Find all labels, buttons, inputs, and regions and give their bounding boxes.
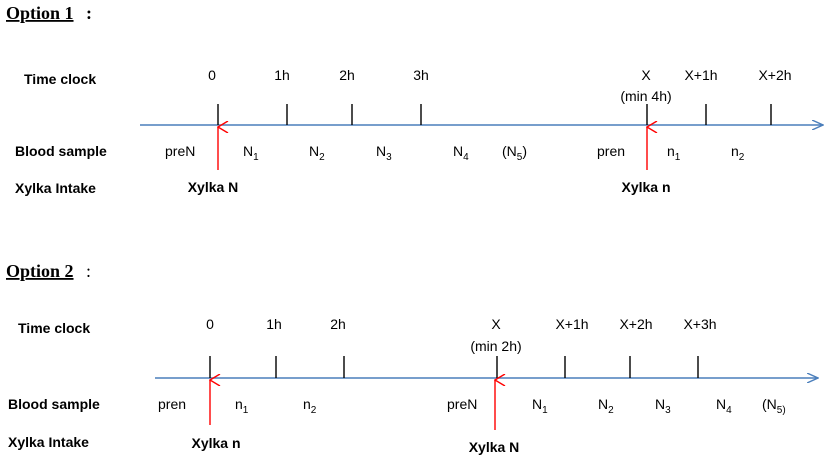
intake-label: Xylka N	[469, 439, 520, 455]
blood-sample: n2	[303, 396, 317, 416]
blood-sample: N2	[598, 396, 614, 416]
time-label: 0	[206, 316, 214, 332]
option-1-title-colon: :	[86, 3, 92, 23]
blood-sample: pren	[597, 143, 625, 159]
blood-sample: pren	[158, 396, 186, 412]
xylka-intake-label: Xylka Intake	[15, 180, 96, 196]
blood-sample: n1	[667, 143, 681, 163]
time-label: X	[641, 67, 651, 83]
blood-sample: N1	[243, 143, 259, 163]
blood-sample: (N5)	[762, 396, 786, 416]
time-label: X	[491, 316, 501, 332]
blood-sample: n2	[731, 143, 745, 163]
time-label: 1h	[274, 67, 290, 83]
time-label: X+1h	[555, 316, 588, 332]
option-2: Option 2 : Time clock Blood sample Xylka…	[6, 261, 818, 455]
time-label: 2h	[339, 67, 355, 83]
blood-sample: preN	[165, 143, 195, 159]
blood-sample: n1	[235, 396, 249, 416]
blood-sample-label: Blood sample	[15, 143, 107, 159]
time-clock-label: Time clock	[24, 71, 96, 87]
blood-sample: (N5)	[502, 143, 527, 163]
time-clock-label: Time clock	[18, 320, 90, 336]
time-label: X+2h	[758, 67, 791, 83]
time-label: 3h	[413, 67, 429, 83]
intake-label: Xylka N	[188, 179, 239, 195]
time-note: (min 2h)	[470, 338, 521, 354]
intake-label: Xylka n	[621, 179, 670, 195]
time-label: X+1h	[684, 67, 717, 83]
time-label: X+2h	[619, 316, 652, 332]
option-2-title-colon: :	[86, 261, 91, 281]
blood-sample: N3	[376, 143, 392, 163]
time-label: X+3h	[683, 316, 716, 332]
intake-label: Xylka n	[191, 435, 240, 451]
blood-sample: N1	[532, 396, 548, 416]
blood-sample: N4	[716, 396, 732, 416]
blood-sample: preN	[447, 396, 477, 412]
time-label: 1h	[266, 316, 282, 332]
xylka-intake-label: Xylka Intake	[8, 434, 89, 450]
time-label: 0	[208, 67, 216, 83]
option-2-title: Option 2	[6, 261, 74, 281]
time-label: 2h	[330, 316, 346, 332]
blood-sample: N4	[453, 143, 469, 163]
time-note: (min 4h)	[620, 88, 671, 104]
option-1-title: Option 1	[6, 3, 74, 23]
option-1: Option 1 : Time clock Blood sample Xylka…	[6, 3, 823, 196]
blood-sample-label: Blood sample	[8, 396, 100, 412]
blood-sample: N2	[309, 143, 325, 163]
blood-sample: N3	[655, 396, 671, 416]
